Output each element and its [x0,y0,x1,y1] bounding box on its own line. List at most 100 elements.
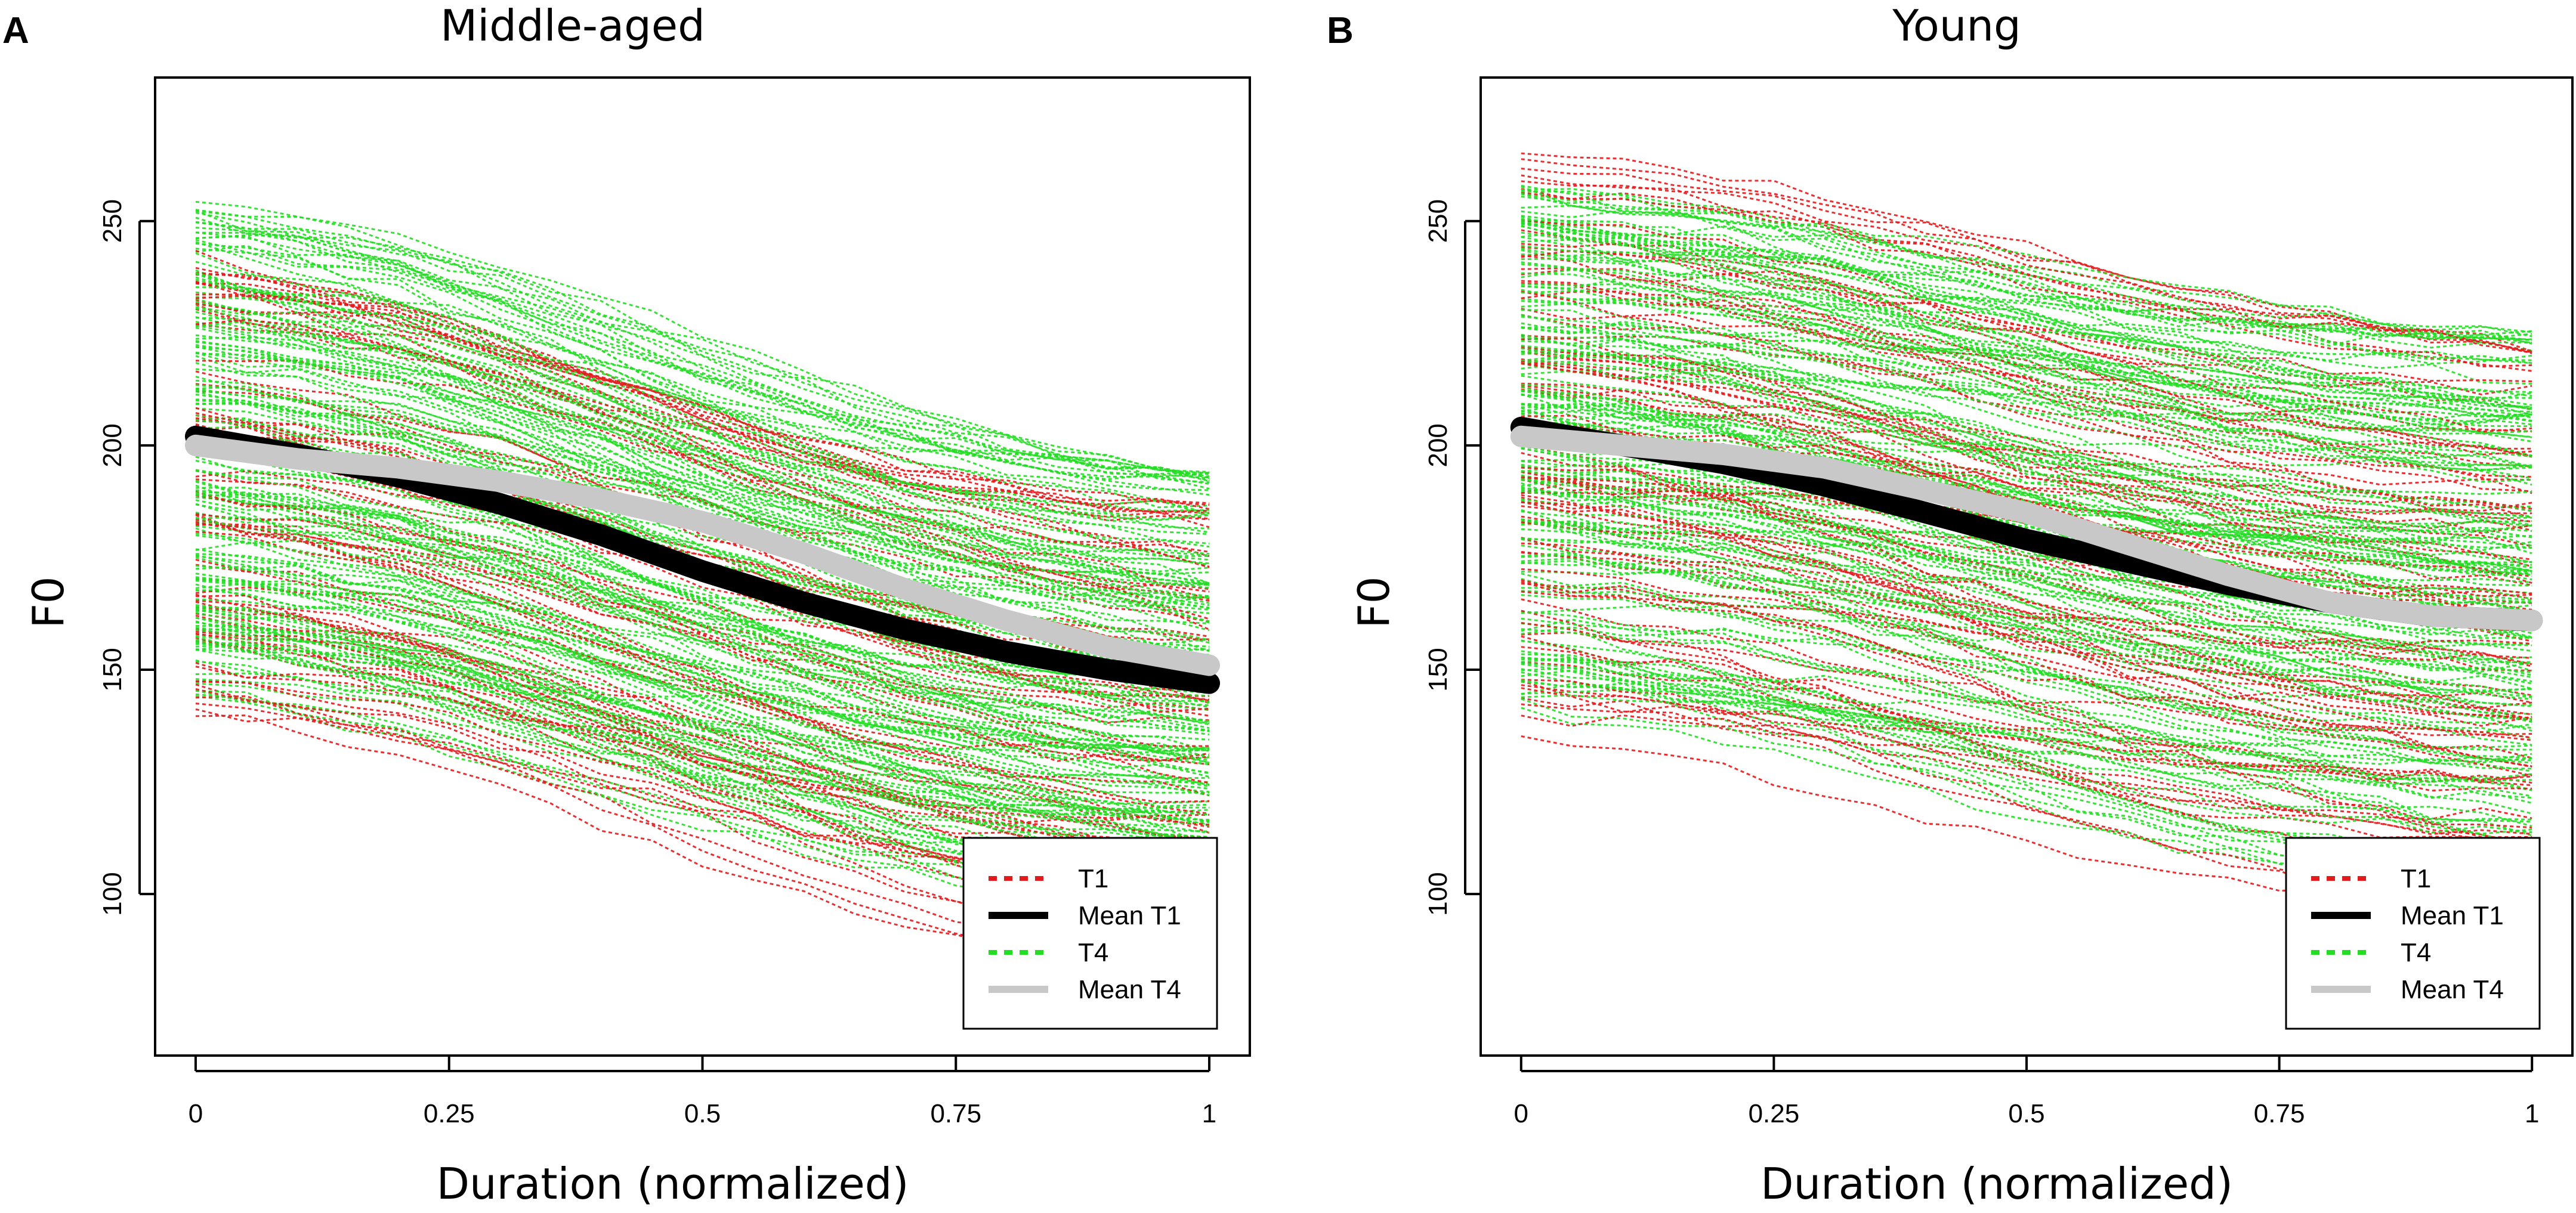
contour-t1 [195,586,1210,815]
contour-t4 [195,234,1210,484]
contour-t4 [1521,639,2532,882]
contour-t4 [195,636,1210,788]
contour-t4 [195,605,1210,793]
contour-t4 [1521,689,2532,763]
contour-t1 [1521,697,2532,845]
y-tick-label: 150 [98,648,127,691]
contour-t4 [195,417,1210,729]
contour-t4 [195,441,1210,666]
contour-t1 [1521,680,2532,836]
contour-t1 [1521,290,2532,478]
contour-t4 [1521,544,2532,748]
legend: T1 Mean T1 T4 Mean T4 [962,837,1218,1030]
panel-title: Young [1892,1,2021,51]
contour-t1 [195,494,1210,784]
contour-t4 [1521,510,2532,720]
contour-t4 [1521,552,2532,693]
contour-t4 [195,385,1210,599]
contour-t4 [195,583,1210,796]
legend-label: T4 [2401,938,2431,967]
contour-t4 [1521,557,2532,815]
contour-t4 [1521,205,2532,345]
contour-t4 [195,231,1210,473]
x-tick-label: 0 [1514,1099,1528,1128]
contour-t4 [1521,482,2532,715]
contour-t4 [1521,218,2532,443]
contour-t1 [1521,345,2532,577]
contour-t4 [195,512,1210,681]
x-tick-label: 0.25 [424,1099,475,1128]
contour-t4 [195,629,1210,908]
contour-t1 [1521,579,2532,838]
contour-t4 [195,491,1210,732]
contour-t4 [195,239,1210,479]
contour-t4 [195,479,1210,753]
contour-t4 [195,311,1210,512]
legend: T1 Mean T1 T4 Mean T4 [2285,837,2541,1030]
contour-t4 [1521,315,2532,486]
contour-t4 [195,460,1210,735]
contour-t4 [195,447,1210,751]
contour-t4 [1521,518,2532,673]
contour-t4 [1521,626,2532,739]
contour-t4 [195,589,1210,862]
contour-t4 [1521,230,2532,340]
contour-t4 [195,604,1210,849]
contour-t4 [195,200,1210,474]
plot-area [185,200,1220,973]
x-axis-title: Duration (normalized) [1760,1159,2233,1209]
legend-label: T1 [2401,864,2431,893]
contour-t4 [195,221,1210,479]
contour-t4 [195,241,1210,555]
contour-t4 [1521,640,2532,824]
contour-t1 [195,308,1210,553]
contour-t4 [195,346,1210,624]
contour-t4 [1521,190,2532,399]
contour-t4 [195,470,1210,722]
chart-panel-a: A Middle-aged 100 150 200 250 0 0.25 0.5 0.75 1 Dur… [2,1,1251,1209]
contour-t4 [195,298,1210,604]
contour-t4 [1521,698,2532,857]
y-axis-title: F0 [1349,576,1399,628]
contour-t4 [195,209,1210,482]
contour-t4 [195,635,1210,882]
contour-t4 [195,388,1210,611]
contour-t4 [1521,247,2532,429]
contour-t1 [1521,568,2532,727]
contour-t4 [195,578,1210,849]
contour-t4 [1521,326,2532,466]
contour-t4 [1521,215,2532,410]
contour-t4 [1521,220,2532,468]
contour-t4 [1521,421,2532,533]
contour-t4 [195,617,1210,834]
contour-t4 [1521,465,2532,542]
contour-t4 [195,419,1210,606]
contour-t4 [195,621,1210,901]
contour-t4 [195,625,1210,838]
contour-t1 [1521,505,2532,768]
contour-t1 [1521,254,2532,493]
contour-t4 [1521,221,2532,428]
contour-t4 [195,578,1210,753]
contour-t4 [195,573,1210,762]
contour-t4 [1521,320,2532,403]
contour-t4 [1521,669,2532,780]
x-tick-label: 0.5 [684,1099,721,1128]
contour-t1 [1521,246,2532,396]
contour-t4 [1521,463,2532,601]
contour-t4 [195,272,1210,478]
contour-t4 [195,489,1210,773]
contour-t1 [1521,158,2532,352]
contour-t1 [1521,451,2532,709]
y-tick-label: 150 [1423,648,1453,691]
contour-t1 [1521,496,2532,777]
contour-t1 [1521,219,2532,456]
contour-t4 [1521,610,2532,782]
contour-t4 [195,469,1210,665]
contour-t4 [1521,349,2532,577]
y-tick-label: 250 [1423,199,1453,243]
contour-t4 [195,516,1210,681]
contour-t1 [195,282,1210,520]
contour-t4 [1521,193,2532,364]
contour-t1 [1521,290,2532,458]
